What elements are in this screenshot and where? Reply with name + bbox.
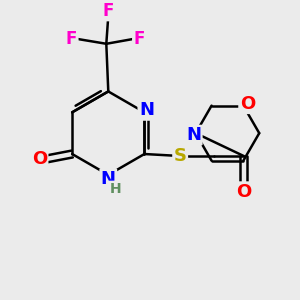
Text: F: F <box>103 2 114 20</box>
Text: O: O <box>236 183 251 201</box>
Text: N: N <box>139 101 154 119</box>
Text: F: F <box>66 30 77 48</box>
Text: H: H <box>110 182 121 196</box>
Text: S: S <box>174 147 187 165</box>
Text: N: N <box>186 126 201 144</box>
Text: F: F <box>134 30 145 48</box>
Text: O: O <box>32 150 47 168</box>
Text: O: O <box>240 95 255 113</box>
Text: N: N <box>101 170 116 188</box>
